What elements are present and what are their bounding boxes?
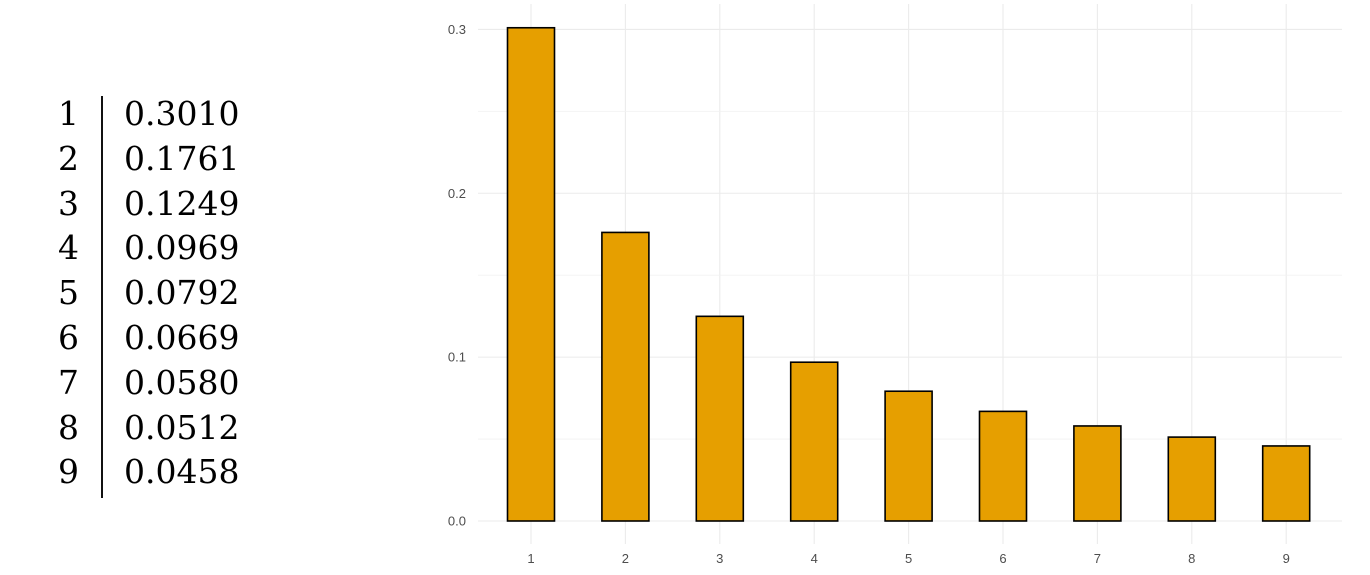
bar-digit-5 [884,390,933,522]
table-row: 6 0.0669 [40,316,260,360]
table-probability: 0.0580 [124,362,240,402]
label-layer: 0.0 0.1 0.2 0.3 1 2 3 4 5 6 7 8 9 [448,22,1290,566]
digit-probability-table: 1 0.3010 2 0.1761 3 0.1249 4 0.0969 5 0.0792 6 0.06… [40,92,260,502]
table-row: 7 0.0580 [40,361,260,405]
table-row: 8 0.0512 [40,406,260,450]
y-tick-label: 0.0 [448,514,466,529]
x-tick-label: 7 [1094,551,1101,566]
table-probability: 0.1249 [124,183,240,223]
table-digit: 9 [58,452,79,492]
x-tick-label: 4 [811,551,818,566]
table-digit: 7 [58,362,79,402]
x-tick-label: 9 [1283,551,1290,566]
x-tick-label: 3 [716,551,723,566]
y-tick-label: 0.2 [448,186,466,201]
bar-digit-8 [1167,436,1217,522]
y-tick-label: 0.1 [448,350,466,365]
table-probability: 0.0458 [124,452,240,492]
table-probability: 0.0792 [124,273,240,313]
table-digit: 6 [58,318,79,357]
table-digit: 3 [58,183,79,223]
table-row: 2 0.1761 [40,137,260,181]
bar-digit-3 [695,315,745,522]
table-digit: 4 [58,228,79,268]
table-probability: 0.0969 [124,228,240,268]
bar-digit-4 [789,361,839,522]
table-row: 3 0.1249 [40,182,260,226]
bar-digit-1 [506,26,556,522]
table-probability: 0.0669 [124,318,240,357]
x-tick-label: 5 [905,551,912,566]
y-tick-label: 0.3 [448,22,466,37]
bar-digit-2 [601,231,650,522]
table-row: 9 0.0458 [40,450,260,494]
table-probability: 0.3010 [124,94,240,133]
table-probability: 0.0512 [124,407,240,447]
bar-digit-7 [1073,425,1122,522]
table-row: 5 0.0792 [40,271,260,315]
table-row: 1 0.3010 [40,92,260,136]
bar-digit-9 [1261,445,1311,522]
x-tick-label: 6 [999,551,1006,566]
x-tick-label: 8 [1188,551,1195,566]
table-digit: 5 [58,273,79,313]
table-probability: 0.1761 [124,138,240,178]
bar-layer [506,26,1311,522]
table-row: 4 0.0969 [40,226,260,270]
table-divider [101,96,103,498]
table-digit: 1 [58,94,79,133]
bar-digit-6 [978,410,1028,522]
table-digit: 2 [58,138,79,178]
table-digit: 8 [58,407,79,447]
x-tick-label: 1 [527,551,534,566]
x-tick-label: 2 [622,551,629,566]
